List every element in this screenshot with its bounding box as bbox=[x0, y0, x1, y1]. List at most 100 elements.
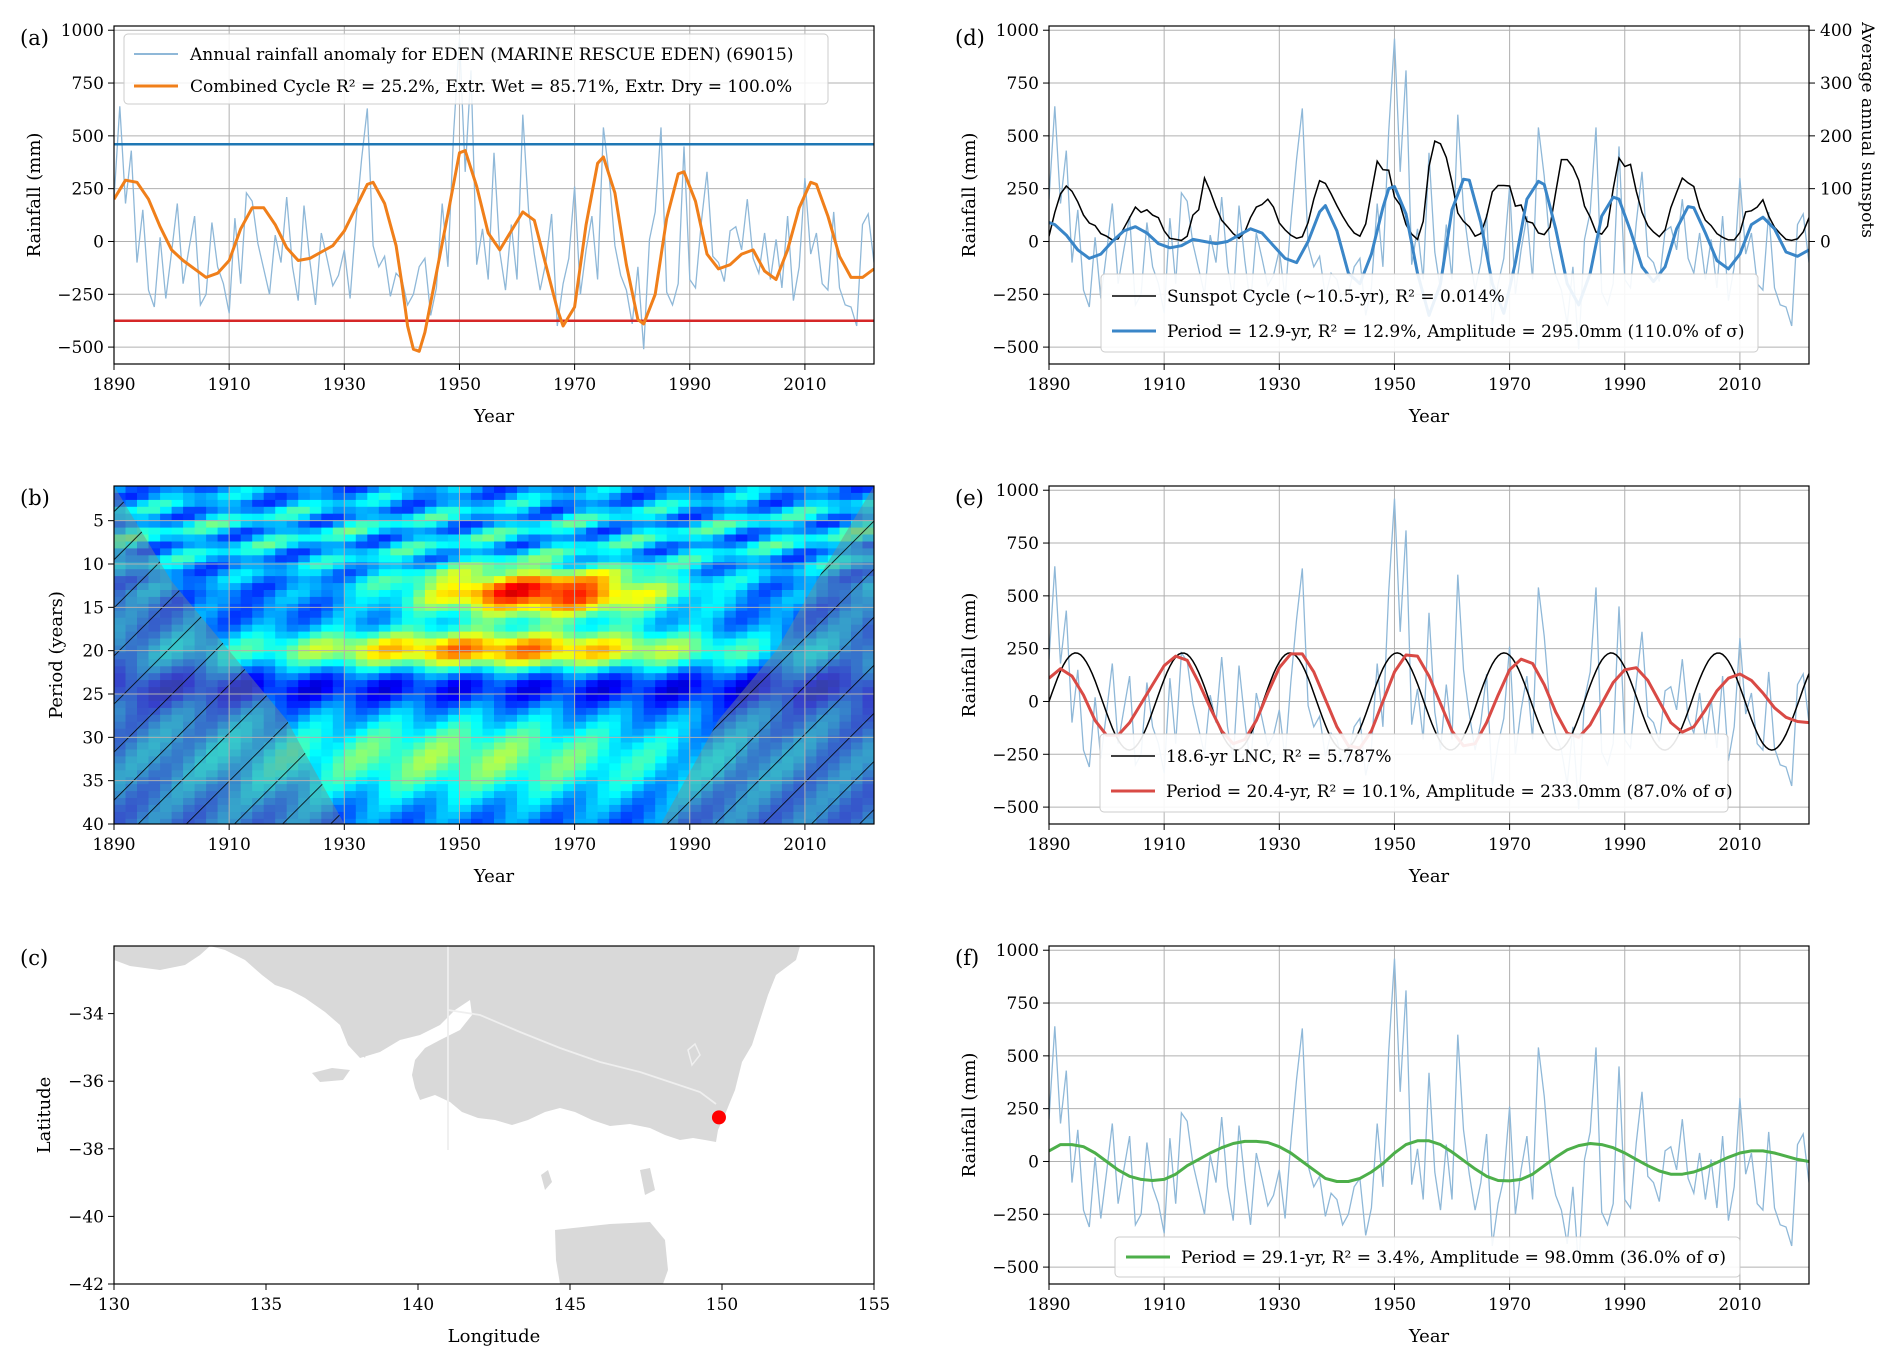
heatmap-cell bbox=[574, 610, 587, 619]
x-tick-label: 1910 bbox=[1143, 835, 1186, 855]
heatmap-cell bbox=[413, 576, 426, 584]
heatmap-cell bbox=[609, 694, 622, 702]
heatmap-cell bbox=[586, 700, 599, 709]
heatmap-cell bbox=[401, 486, 414, 494]
heatmap-cell bbox=[344, 527, 357, 535]
heatmap-cell bbox=[424, 562, 437, 570]
panel-f-series bbox=[1049, 958, 1809, 1270]
heatmap-cell bbox=[332, 624, 345, 633]
heatmap-cell bbox=[413, 645, 426, 653]
heatmap-cell bbox=[286, 694, 299, 702]
heatmap-cell bbox=[632, 673, 645, 681]
heatmap-cell bbox=[217, 631, 230, 639]
heatmap-cell bbox=[355, 617, 368, 626]
heatmap-cell bbox=[586, 749, 599, 757]
heatmap-cell bbox=[401, 818, 414, 824]
heatmap-cell bbox=[655, 513, 668, 522]
heatmap-cell bbox=[678, 583, 691, 591]
heatmap-cell bbox=[563, 811, 576, 820]
heatmap-cell bbox=[758, 534, 771, 542]
heatmap-cell bbox=[378, 687, 391, 695]
heatmap-cell bbox=[447, 770, 460, 778]
heatmap-cell bbox=[367, 707, 380, 716]
heatmap-cell bbox=[355, 624, 368, 633]
heatmap-cell bbox=[344, 590, 357, 598]
heatmap-cell bbox=[655, 742, 668, 750]
heatmap-cell bbox=[747, 569, 760, 577]
heatmap-cell bbox=[758, 624, 771, 633]
heatmap-cell bbox=[332, 534, 345, 542]
heatmap-cell bbox=[586, 492, 599, 501]
heatmap-cell bbox=[528, 638, 541, 646]
heatmap-cell bbox=[482, 562, 495, 570]
heatmap-cell bbox=[666, 583, 679, 591]
heatmap-cell bbox=[275, 617, 288, 626]
panel-b-grid bbox=[113, 486, 874, 825]
heatmap-cell bbox=[378, 666, 391, 674]
heatmap-cell bbox=[447, 492, 460, 501]
heatmap-cell bbox=[459, 728, 472, 737]
heatmap-cell bbox=[597, 728, 610, 737]
heatmap-cell bbox=[482, 624, 495, 633]
heatmap-cell bbox=[666, 562, 679, 570]
heatmap-cell bbox=[793, 534, 806, 542]
heatmap-cell bbox=[252, 673, 265, 681]
heatmap-cell bbox=[401, 784, 414, 792]
heatmap-cell bbox=[309, 590, 322, 598]
heatmap-cell bbox=[574, 492, 587, 501]
y-tick-label: 30 bbox=[82, 728, 104, 748]
heatmap-cell bbox=[482, 756, 495, 764]
y-tick-label: 250 bbox=[1007, 640, 1039, 660]
heatmap-cell bbox=[424, 631, 437, 639]
heatmap-cell bbox=[355, 513, 368, 522]
heatmap-cell bbox=[574, 742, 587, 750]
heatmap-cell bbox=[413, 527, 426, 535]
heatmap-cell bbox=[563, 818, 576, 824]
heatmap-cell bbox=[540, 659, 553, 667]
heatmap-cell bbox=[482, 569, 495, 577]
heatmap-cell bbox=[747, 590, 760, 598]
heatmap-cell bbox=[286, 513, 299, 522]
heatmap-cell bbox=[309, 638, 322, 646]
heatmap-cell bbox=[286, 486, 299, 494]
heatmap-cell bbox=[275, 590, 288, 598]
heatmap-cell bbox=[332, 610, 345, 619]
heatmap-cell bbox=[586, 624, 599, 633]
heatmap-cell bbox=[643, 798, 656, 806]
heatmap-cell bbox=[401, 694, 414, 702]
heatmap-cell bbox=[344, 763, 357, 771]
heatmap-cell bbox=[609, 562, 622, 570]
heatmap-cell bbox=[517, 811, 529, 820]
heatmap-cell bbox=[436, 756, 449, 764]
heatmap-cell bbox=[447, 555, 460, 563]
heatmap-cell bbox=[286, 721, 299, 730]
heatmap-cell bbox=[620, 728, 633, 737]
heatmap-cell bbox=[401, 652, 414, 660]
heatmap-cell bbox=[666, 721, 679, 730]
heatmap-cell bbox=[655, 784, 668, 792]
heatmap-cell bbox=[390, 680, 403, 688]
heatmap-cell bbox=[586, 486, 599, 494]
panel-d-legend-box bbox=[1100, 273, 1759, 353]
panel-c-ylabel: Latitude bbox=[34, 1077, 55, 1154]
heatmap-cell bbox=[528, 486, 541, 494]
heatmap-cell bbox=[632, 700, 645, 709]
y-tick-label: 40 bbox=[82, 815, 104, 835]
heatmap-cell bbox=[770, 527, 783, 535]
y-tick-label: −34 bbox=[68, 1005, 104, 1025]
y-tick-label: 250 bbox=[1007, 180, 1039, 200]
heatmap-cell bbox=[413, 520, 426, 529]
heatmap-cell bbox=[724, 659, 737, 667]
heatmap-cell bbox=[286, 506, 299, 515]
heatmap-cell bbox=[643, 652, 656, 660]
heatmap-cell bbox=[781, 624, 794, 633]
heatmap-cell bbox=[505, 645, 518, 653]
heatmap-cell bbox=[517, 707, 529, 716]
heatmap-cell bbox=[344, 728, 357, 737]
heatmap-cell bbox=[632, 756, 645, 764]
heatmap-cell bbox=[632, 798, 645, 806]
heatmap-cell bbox=[574, 569, 587, 577]
y-tick-label: 750 bbox=[1007, 994, 1039, 1014]
heatmap-cell bbox=[563, 527, 576, 535]
heatmap-cell bbox=[447, 569, 460, 577]
